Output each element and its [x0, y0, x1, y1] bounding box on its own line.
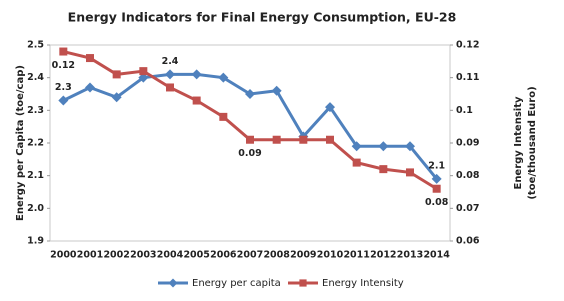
marker [272, 135, 281, 144]
marker [378, 141, 389, 152]
marker [432, 184, 441, 193]
x-tick-label: 2008 [263, 250, 290, 261]
data-label: 2.4 [162, 56, 179, 67]
data-label: 0.09 [238, 148, 261, 159]
data-label: 0.08 [425, 197, 449, 208]
x-tick-label: 2011 [343, 250, 369, 261]
x-tick-label: 2002 [103, 250, 129, 261]
x-tick-label: 2013 [397, 250, 423, 261]
marker [192, 96, 201, 105]
marker [218, 72, 229, 83]
marker [406, 168, 414, 177]
marker [379, 165, 388, 174]
y2-axis-label: Energy Intensity [513, 96, 524, 190]
data-label: 0.12 [52, 60, 75, 71]
y2-tick-label: 0.11 [456, 72, 479, 83]
x-tick-label: 2001 [77, 250, 103, 261]
marker [85, 82, 95, 93]
marker [219, 112, 228, 121]
marker [246, 135, 254, 144]
marker [405, 141, 415, 152]
x-tick-label: 2000 [50, 250, 77, 261]
marker [271, 85, 282, 96]
y-tick-label: 1.9 [27, 236, 44, 247]
x-tick-label: 2005 [183, 250, 209, 261]
y2-tick-label: 0.09 [456, 138, 479, 149]
marker [166, 83, 174, 92]
data-label: 2.1 [428, 160, 445, 171]
y2-tick-label: 0.06 [456, 236, 480, 247]
legend-marker [168, 278, 178, 288]
y-tick-label: 2.1 [27, 170, 44, 181]
marker [165, 69, 175, 80]
marker [326, 135, 334, 144]
marker [138, 72, 149, 83]
y2-tick-label: 0.12 [456, 40, 479, 51]
y-tick-label: 2.2 [27, 138, 44, 149]
x-tick-label: 2006 [210, 250, 237, 261]
marker [352, 158, 361, 167]
y-axis-label: Energy per Capita (toe/cap) [15, 65, 26, 221]
y-tick-label: 2.4 [27, 72, 44, 83]
marker [111, 92, 122, 103]
marker [86, 54, 94, 63]
x-tick-label: 2007 [237, 250, 263, 261]
marker [58, 95, 69, 106]
marker [431, 173, 442, 184]
x-tick-label: 2010 [317, 250, 344, 261]
y-tick-label: 2.0 [27, 203, 44, 214]
x-tick-label: 2004 [157, 250, 184, 261]
x-tick-label: 2012 [370, 250, 396, 261]
marker [139, 67, 148, 76]
marker [245, 89, 255, 99]
legend-label: Energy Intensity [322, 278, 404, 289]
marker [59, 47, 68, 56]
x-tick-label: 2003 [130, 250, 156, 261]
y-tick-label: 2.3 [27, 105, 44, 116]
y2-axis-label: (toe/thousand Euro) [527, 86, 538, 199]
y-tick-label: 2.5 [27, 40, 44, 51]
marker [325, 102, 335, 113]
x-tick-label: 2009 [290, 250, 316, 261]
x-tick-label: 2014 [423, 250, 450, 261]
marker [112, 70, 121, 79]
y2-tick-label: 0.08 [456, 170, 480, 181]
data-label: 2.3 [55, 82, 72, 93]
legend-marker [299, 279, 307, 287]
marker [351, 141, 362, 152]
marker [191, 69, 202, 80]
y2-tick-label: 0.1 [456, 105, 473, 116]
chart-title: Energy Indicators for Final Energy Consu… [68, 10, 457, 25]
y2-tick-label: 0.07 [456, 203, 479, 214]
marker [299, 135, 308, 144]
legend-label: Energy per capita [192, 278, 281, 289]
